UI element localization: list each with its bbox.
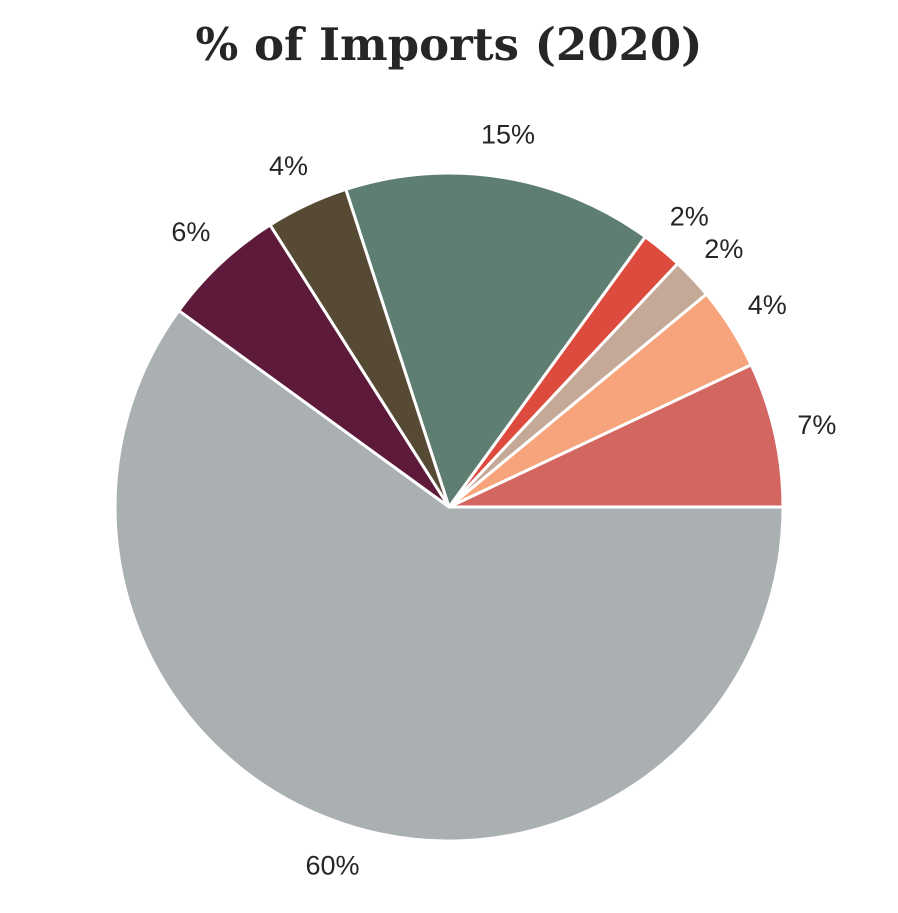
slice-label-0: 7% bbox=[797, 410, 836, 440]
slice-label-7: 60% bbox=[305, 851, 359, 881]
pie-slice-4 bbox=[344, 171, 647, 509]
slice-label-5: 4% bbox=[269, 151, 308, 181]
slice-label-6: 6% bbox=[171, 217, 210, 247]
pie-slice-6 bbox=[177, 223, 451, 509]
slice-label-1: 4% bbox=[748, 290, 787, 320]
pie-slice-7 bbox=[113, 309, 785, 843]
slice-label-3: 2% bbox=[670, 202, 709, 232]
slice-label-4: 15% bbox=[481, 120, 535, 150]
chart-title: % of Imports (2020) bbox=[195, 18, 703, 71]
slice-label-2: 2% bbox=[704, 234, 743, 264]
pie-slice-0 bbox=[447, 363, 785, 509]
